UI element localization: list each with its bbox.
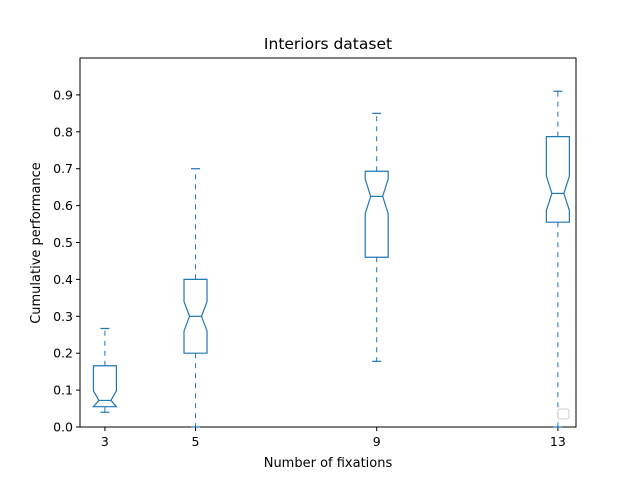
y-tick-label: 0.8 [53, 124, 73, 139]
y-tick-label: 0.1 [53, 383, 73, 398]
notched-box [183, 278, 208, 354]
notched-box [92, 365, 118, 408]
x-tick-label: 9 [373, 434, 381, 449]
axes-frame [79, 57, 577, 428]
box-9 [364, 112, 389, 362]
notched-box [545, 136, 570, 223]
x-tick-label: 13 [550, 434, 566, 449]
y-tick-label: 0.2 [53, 346, 73, 361]
legend [557, 408, 570, 420]
chart-title: Interiors dataset [264, 35, 392, 53]
box-5 [183, 168, 208, 428]
y-tick-label: 0.0 [53, 420, 73, 435]
y-tick-label: 0.4 [53, 272, 73, 287]
y-tick-label: 0.3 [53, 309, 73, 324]
y-tick-label: 0.9 [53, 87, 73, 102]
y-tick-label: 0.6 [53, 198, 73, 213]
y-axis-label: Cumulative performance [29, 162, 44, 324]
notched-box [364, 170, 389, 258]
box-13 [545, 90, 570, 428]
x-axis-label: Number of fixations [264, 456, 393, 471]
legend-box [557, 408, 570, 420]
y-tick-label: 0.7 [53, 161, 73, 176]
box-3 [92, 327, 118, 413]
x-tick-label: 3 [101, 434, 109, 449]
plot-area: 0.0 0.1 0.2 0.3 0.4 0.5 0.6 0.7 0.8 0.9 3 5 9 13 [53, 57, 577, 449]
x-tick-label: 5 [192, 434, 200, 449]
y-tick-label: 0.5 [53, 235, 73, 250]
